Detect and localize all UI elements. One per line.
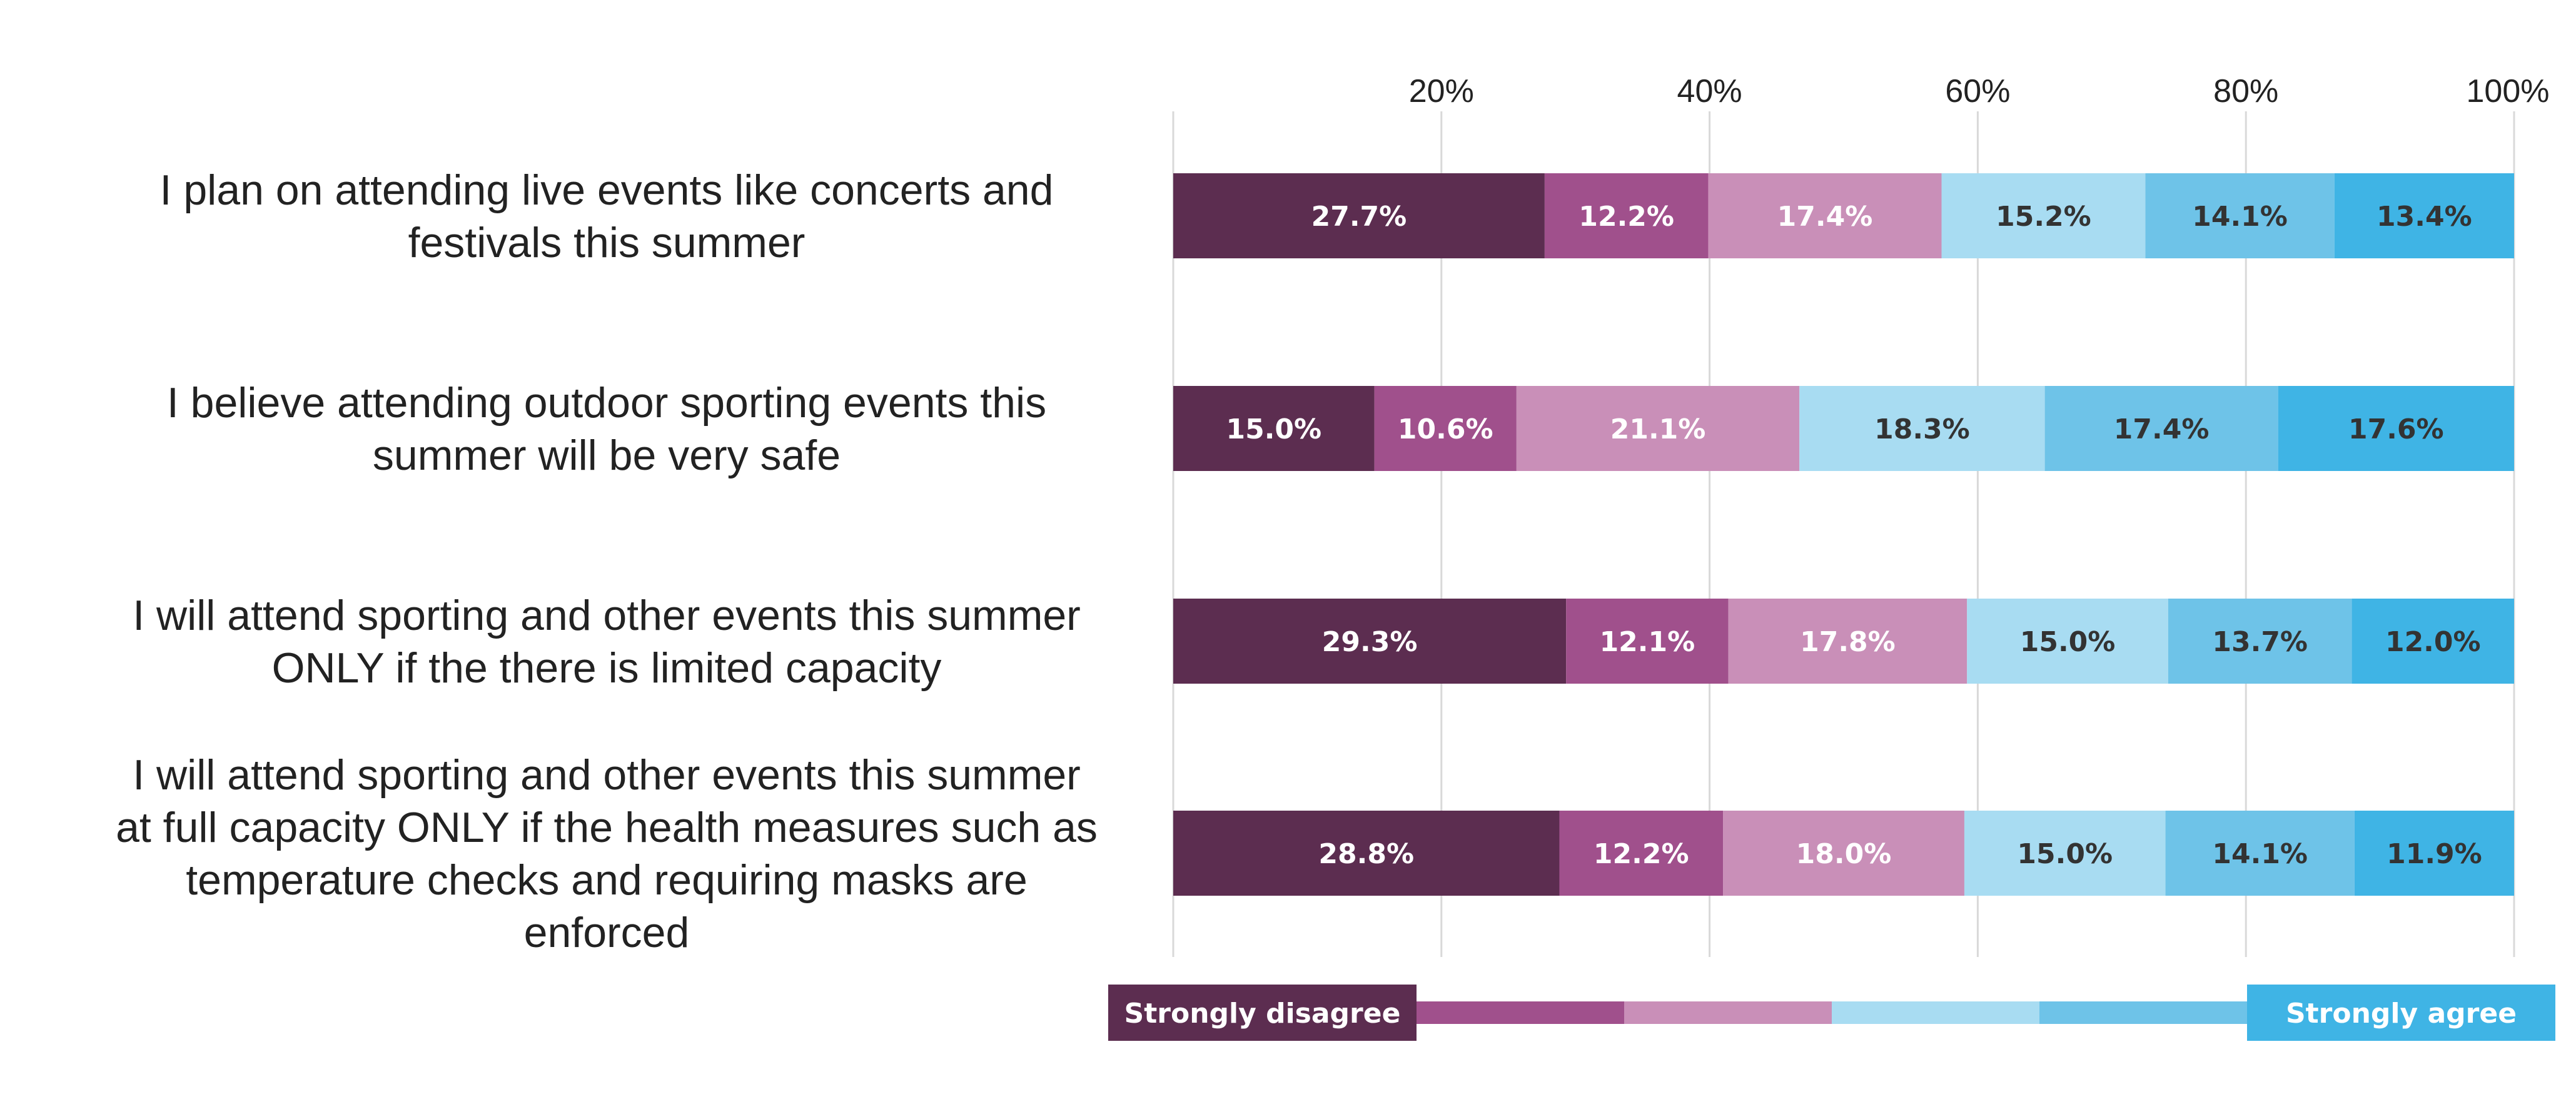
- legend-end-label: Strongly agree: [2286, 998, 2517, 1030]
- bar-segment: [1566, 599, 1729, 684]
- bar-segment: [2351, 599, 2514, 684]
- x-tick-label: 100%: [2467, 73, 2550, 109]
- bar-segment: [1559, 811, 1724, 896]
- data-label: 17.8%: [1800, 626, 1896, 658]
- legend-start-label: Strongly disagree: [1124, 998, 1401, 1030]
- legend: Strongly disagree Strongly agree: [1108, 985, 2555, 1041]
- data-label: 29.3%: [1322, 626, 1418, 658]
- data-label: 14.1%: [2212, 838, 2308, 870]
- x-axis-tick-labels: 20% 40% 60% 80% 100%: [1409, 73, 2550, 109]
- bar-segment: [1173, 386, 1375, 471]
- legend-swatch: [1832, 1001, 2040, 1024]
- data-label: 17.4%: [2114, 413, 2210, 445]
- data-label: 13.4%: [2376, 201, 2472, 233]
- bar-segment: [1173, 811, 1560, 896]
- bar-segment: [1173, 173, 1545, 258]
- bar-segment: [2334, 173, 2514, 258]
- data-label: 17.4%: [1777, 201, 1873, 233]
- data-label: 15.0%: [2017, 838, 2113, 870]
- category-label: I will attend sporting and other events …: [133, 592, 1081, 692]
- bar-segment: [1967, 599, 2168, 684]
- bar-segment: [1708, 173, 1942, 258]
- category-labels: I plan on attending live events like con…: [116, 166, 1098, 956]
- data-label: 15.0%: [2020, 626, 2116, 658]
- data-label: 27.7%: [1311, 201, 1407, 233]
- data-label: 12.2%: [1578, 201, 1674, 233]
- category-label: I plan on attending live events like con…: [160, 166, 1054, 266]
- category-label: I will attend sporting and other events …: [116, 751, 1098, 956]
- bar-segment: [1728, 599, 1967, 684]
- x-tick-label: 80%: [2213, 73, 2278, 109]
- bar-segment: [2278, 386, 2514, 471]
- data-label: 12.1%: [1600, 626, 1695, 658]
- bar-segment: [1173, 599, 1567, 684]
- bar-segment: [1941, 173, 2146, 258]
- data-label: 17.6%: [2348, 413, 2444, 445]
- data-label: 13.7%: [2212, 626, 2308, 658]
- category-label: I believe attending outdoor sporting eve…: [167, 379, 1046, 479]
- bar-segment: [2168, 599, 2352, 684]
- bar-segment: [1516, 386, 1800, 471]
- bar-segment: [1723, 811, 1964, 896]
- data-label: 10.6%: [1398, 413, 1493, 445]
- bar-segment: [2354, 811, 2514, 896]
- bar-segment: [1799, 386, 2045, 471]
- bar-segment: [2145, 173, 2335, 258]
- data-label: 12.0%: [2385, 626, 2481, 658]
- data-label: 12.2%: [1594, 838, 1689, 870]
- bar-segment: [2165, 811, 2355, 896]
- legend-swatch: [2039, 1001, 2248, 1024]
- data-label: 21.1%: [1610, 413, 1706, 445]
- bars: 27.7% 12.2% 17.4% 15.2% 14.1% 13.4% 15.0% 10.6%…: [1173, 173, 2514, 896]
- x-tick-label: 60%: [1945, 73, 2010, 109]
- legend-swatch: [1417, 1001, 1625, 1024]
- legend-start-box: [1108, 985, 1417, 1041]
- legend-end-box: [2247, 985, 2555, 1041]
- bar-segment: [1544, 173, 1709, 258]
- data-label: 15.2%: [1996, 201, 2091, 233]
- data-label: 18.3%: [1874, 413, 1970, 445]
- bar-segment: [1964, 811, 2166, 896]
- legend-swatch: [1624, 1001, 1832, 1024]
- data-label: 11.9%: [2387, 838, 2482, 870]
- data-label: 28.8%: [1318, 838, 1414, 870]
- data-label: 14.1%: [2192, 201, 2288, 233]
- data-label: 18.0%: [1796, 838, 1892, 870]
- bar-segment: [1374, 386, 1517, 471]
- bar-segment: [2044, 386, 2278, 471]
- x-tick-label: 40%: [1677, 73, 1742, 109]
- data-label: 15.0%: [1226, 413, 1321, 445]
- x-tick-label: 20%: [1409, 73, 1474, 109]
